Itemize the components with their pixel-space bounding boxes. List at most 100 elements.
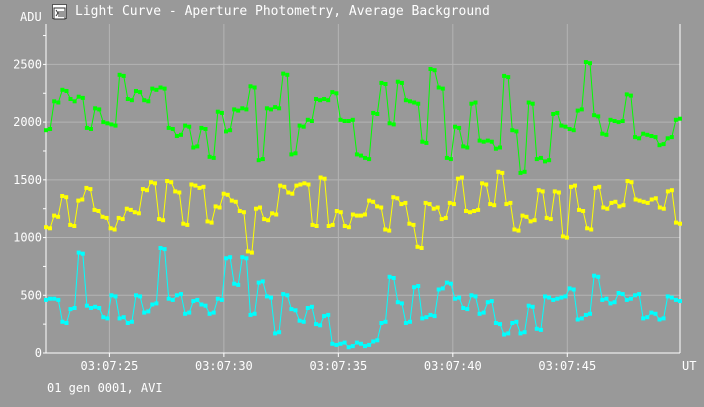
data-point (420, 139, 425, 144)
data-point (669, 295, 674, 300)
data-point (136, 211, 141, 216)
data-point (211, 155, 216, 160)
data-point (403, 98, 408, 103)
data-point (105, 121, 110, 126)
data-point (289, 307, 294, 312)
data-point (326, 98, 331, 103)
data-point (435, 205, 440, 210)
data-point (100, 214, 105, 219)
data-point (187, 310, 192, 315)
y-tick-label: 1000 (13, 231, 42, 245)
data-point (620, 292, 625, 297)
data-point (573, 183, 577, 188)
data-point (520, 213, 525, 218)
data-point (289, 152, 294, 157)
data-point (183, 311, 188, 316)
data-point (68, 222, 73, 227)
data-point (286, 190, 291, 195)
data-point (485, 138, 490, 143)
data-point (249, 250, 254, 255)
data-point (555, 296, 560, 301)
data-point (293, 151, 298, 156)
data-point (80, 95, 85, 100)
data-point (484, 182, 489, 187)
data-point (596, 114, 601, 119)
data-point (146, 309, 151, 314)
data-point (314, 322, 318, 327)
data-point (577, 207, 581, 212)
data-point (593, 185, 598, 190)
data-point (142, 310, 147, 315)
data-point (117, 316, 122, 321)
data-point (583, 60, 588, 65)
data-point (269, 107, 273, 112)
data-point (512, 227, 517, 232)
data-point (551, 112, 556, 116)
data-point (371, 339, 376, 344)
data-point (601, 205, 606, 210)
data-point (278, 183, 283, 188)
data-point (264, 294, 269, 299)
data-point (637, 136, 642, 141)
data-point (121, 315, 126, 320)
data-point (104, 215, 109, 220)
data-point (158, 246, 163, 250)
data-point (52, 296, 57, 301)
data-point (229, 198, 234, 203)
data-point (403, 200, 408, 205)
data-point (567, 286, 572, 291)
data-point (254, 206, 258, 211)
data-point (93, 304, 98, 309)
data-point (481, 310, 486, 315)
data-point (285, 72, 290, 77)
data-point (628, 296, 633, 301)
data-point (461, 306, 466, 310)
data-point (298, 182, 303, 187)
data-point (548, 217, 553, 222)
data-point (592, 273, 597, 278)
data-point (293, 308, 298, 313)
data-point (669, 188, 674, 193)
data-point (318, 175, 323, 180)
window-title: Light Curve - Aperture Photometry, Avera… (75, 4, 490, 19)
data-point (605, 206, 610, 211)
y-tick-label: 1500 (13, 173, 42, 187)
data-point (146, 99, 151, 104)
data-point (306, 182, 311, 187)
data-point (269, 295, 273, 300)
app-icon[interactable] (52, 4, 67, 20)
data-point (60, 87, 65, 92)
data-point (379, 321, 384, 325)
data-point (354, 213, 359, 218)
data-point (536, 188, 541, 193)
data-point (219, 110, 224, 115)
data-point (538, 327, 543, 332)
data-point (154, 87, 159, 92)
data-point (673, 297, 678, 302)
y-tick-label: 0 (35, 346, 42, 360)
data-point (653, 135, 658, 140)
data-point (153, 181, 157, 186)
data-point (76, 94, 81, 99)
data-point (138, 294, 143, 299)
data-point (673, 117, 678, 122)
data-point (492, 203, 497, 208)
data-point (412, 100, 417, 105)
data-point (217, 205, 222, 210)
data-point (678, 116, 682, 121)
data-point (387, 121, 392, 126)
data-point (472, 209, 477, 213)
data-point (89, 127, 93, 131)
data-point (637, 198, 642, 203)
data-point (60, 194, 65, 198)
data-point (465, 145, 470, 150)
data-point (547, 158, 552, 163)
data-point (354, 152, 359, 157)
data-point (84, 185, 89, 190)
data-point (314, 224, 319, 228)
data-point (653, 311, 658, 316)
data-point (322, 97, 327, 101)
data-point (589, 227, 594, 232)
data-point (443, 215, 448, 220)
data-point (468, 210, 472, 215)
